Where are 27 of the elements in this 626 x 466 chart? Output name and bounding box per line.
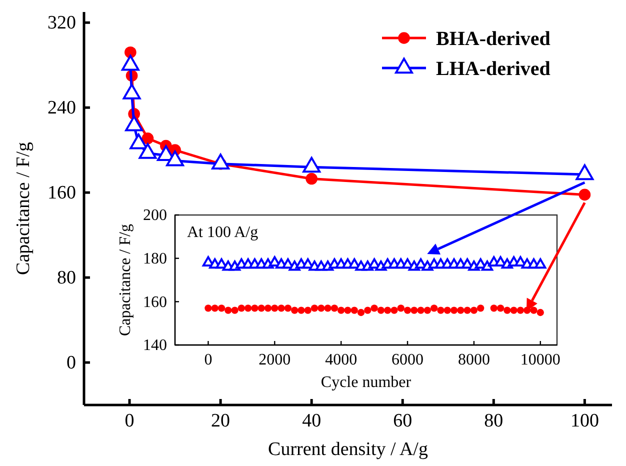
y-tick-label: 180 (143, 250, 167, 268)
y-tick-label: 200 (143, 207, 167, 224)
x-tick-label: 0 (124, 410, 134, 432)
x-tick-label: 80 (484, 410, 504, 432)
y-tick-label: 320 (48, 12, 76, 34)
x-tick-label: 2000 (258, 351, 291, 368)
y-axis-title: Capacitance / F/g (13, 142, 34, 275)
y-tick-label: 140 (143, 337, 167, 354)
x-tick-label: 6000 (392, 351, 424, 368)
x-tick-label: 8000 (458, 351, 490, 368)
x-axis-title: Cycle number (320, 374, 412, 391)
y-tick-label: 80 (57, 268, 76, 289)
y-tick-label: 160 (48, 182, 76, 204)
legend-label: BHA-derived (436, 28, 550, 50)
y-axis-title: Capacitance / F/g (117, 224, 134, 336)
x-tick-label: 4000 (325, 351, 358, 368)
x-axis-title: Current density / A/g (268, 439, 428, 460)
x-tick-label: 100 (570, 410, 599, 432)
x-tick-label: 60 (393, 410, 412, 432)
annotation: At 100 A/g (187, 224, 258, 241)
legend-label: LHA-derived (436, 58, 550, 80)
y-tick-label: 160 (143, 294, 167, 311)
x-tick-label: 10000 (520, 351, 560, 368)
y-tick-label: 240 (48, 98, 76, 119)
x-tick-label: 40 (302, 410, 322, 432)
x-tick-label: 0 (204, 351, 212, 368)
x-tick-label: 20 (211, 410, 230, 432)
